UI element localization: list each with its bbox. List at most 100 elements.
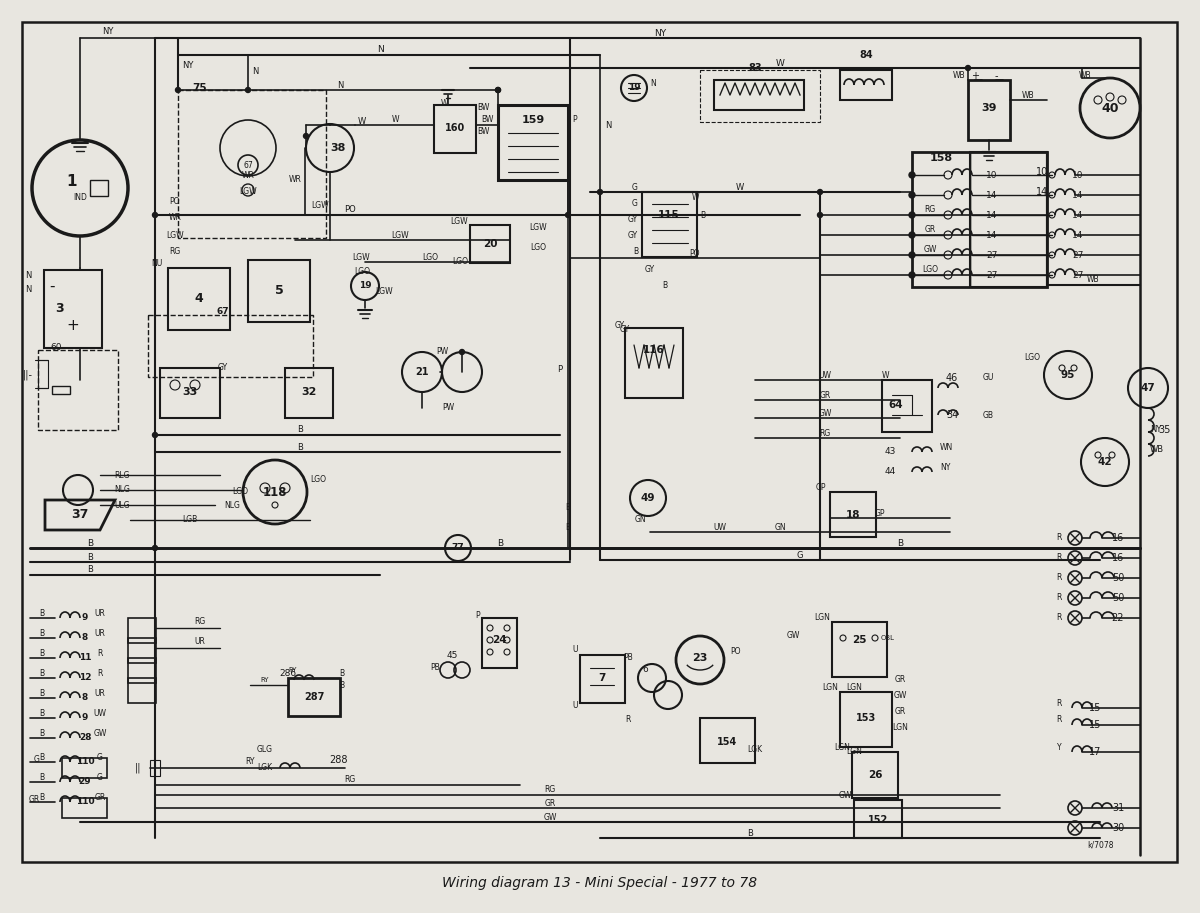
Bar <box>832 622 887 677</box>
Circle shape <box>910 192 916 198</box>
Text: 9: 9 <box>82 614 88 623</box>
Text: G: G <box>97 752 103 761</box>
Text: WR: WR <box>168 214 181 223</box>
Text: N: N <box>25 286 32 295</box>
Text: 116: 116 <box>643 345 665 355</box>
Text: LGO: LGO <box>1024 353 1040 362</box>
Text: B: B <box>40 628 44 637</box>
Text: B: B <box>40 708 44 718</box>
Bar <box>52 386 70 394</box>
Circle shape <box>598 190 602 194</box>
Text: GR: GR <box>820 391 830 400</box>
Text: 16: 16 <box>1112 553 1124 563</box>
Text: 27: 27 <box>986 270 997 279</box>
Text: 23: 23 <box>692 653 708 663</box>
Text: 14: 14 <box>1036 187 1048 197</box>
Text: 46: 46 <box>946 373 958 383</box>
Bar <box>830 492 876 537</box>
Text: PO: PO <box>169 197 180 206</box>
Circle shape <box>304 133 308 139</box>
Text: BW: BW <box>478 103 490 112</box>
Text: B: B <box>40 668 44 677</box>
Text: N: N <box>337 80 343 89</box>
Text: 44: 44 <box>884 467 895 477</box>
Bar <box>168 268 230 330</box>
Text: 14: 14 <box>1073 211 1084 219</box>
Text: B: B <box>700 211 706 219</box>
Text: 83: 83 <box>748 63 762 73</box>
Text: 14: 14 <box>986 191 997 200</box>
Text: LGW: LGW <box>311 201 329 209</box>
Text: LGW: LGW <box>391 230 409 239</box>
Bar <box>700 70 820 122</box>
Text: B: B <box>88 565 92 574</box>
Text: PW: PW <box>442 404 454 413</box>
Text: 9: 9 <box>82 713 88 722</box>
Text: 40: 40 <box>1102 101 1118 114</box>
Text: 4: 4 <box>194 291 203 305</box>
Text: NU: NU <box>151 259 162 268</box>
Text: GLG: GLG <box>257 746 274 754</box>
Text: 33: 33 <box>182 387 198 397</box>
Bar <box>854 800 902 838</box>
Text: LGN: LGN <box>846 748 862 757</box>
Bar <box>38 350 118 430</box>
Circle shape <box>152 213 157 217</box>
Text: 18: 18 <box>846 510 860 520</box>
Text: 159: 159 <box>521 115 545 125</box>
Text: OBL: OBL <box>881 635 895 641</box>
Text: 11: 11 <box>79 654 91 663</box>
Text: 67: 67 <box>244 161 253 170</box>
Text: 3: 3 <box>55 301 65 314</box>
Text: B: B <box>565 503 570 512</box>
Text: LGN: LGN <box>846 684 862 692</box>
Text: NY: NY <box>1150 425 1162 435</box>
Text: -: - <box>49 278 55 293</box>
Text: 152: 152 <box>868 815 888 825</box>
Text: 153: 153 <box>856 713 876 723</box>
Text: LGO: LGO <box>232 488 248 497</box>
Text: 35: 35 <box>1158 425 1170 435</box>
Text: R: R <box>1057 614 1062 623</box>
Text: LGO: LGO <box>422 253 438 261</box>
Text: PO: PO <box>689 248 700 257</box>
Text: 286: 286 <box>280 669 296 678</box>
Text: 7: 7 <box>599 673 606 683</box>
Text: RG: RG <box>169 247 181 257</box>
Bar <box>700 718 755 763</box>
Text: GW: GW <box>923 246 937 255</box>
Text: 27: 27 <box>1073 250 1084 259</box>
Text: GY: GY <box>218 363 228 373</box>
Bar <box>160 368 220 418</box>
Text: 287: 287 <box>304 692 324 702</box>
Text: 14: 14 <box>986 230 997 239</box>
Bar <box>128 638 156 663</box>
Text: R: R <box>1057 716 1062 725</box>
Text: U: U <box>572 645 578 655</box>
Text: LGO: LGO <box>310 476 326 485</box>
Text: ULG: ULG <box>114 500 130 509</box>
Text: 43: 43 <box>884 447 895 456</box>
Text: 14: 14 <box>1073 191 1084 200</box>
Text: LGO: LGO <box>530 244 546 253</box>
Text: 38: 38 <box>330 143 346 153</box>
Text: 14: 14 <box>986 211 997 219</box>
Text: B: B <box>298 425 302 435</box>
Circle shape <box>910 172 916 178</box>
Circle shape <box>910 252 916 258</box>
Text: LGW: LGW <box>374 288 392 297</box>
Text: N: N <box>252 68 258 77</box>
Text: WB: WB <box>953 71 965 80</box>
Text: 110: 110 <box>76 797 95 806</box>
Text: GW: GW <box>839 792 852 801</box>
Text: GU: GU <box>983 373 994 383</box>
Text: ||: || <box>134 762 142 773</box>
Text: P: P <box>475 611 480 620</box>
Bar <box>642 192 697 257</box>
Circle shape <box>910 272 916 278</box>
Circle shape <box>817 190 822 194</box>
Bar <box>714 80 804 110</box>
Text: 110: 110 <box>76 758 95 767</box>
Text: BW: BW <box>478 128 490 137</box>
Text: 118: 118 <box>263 486 287 498</box>
